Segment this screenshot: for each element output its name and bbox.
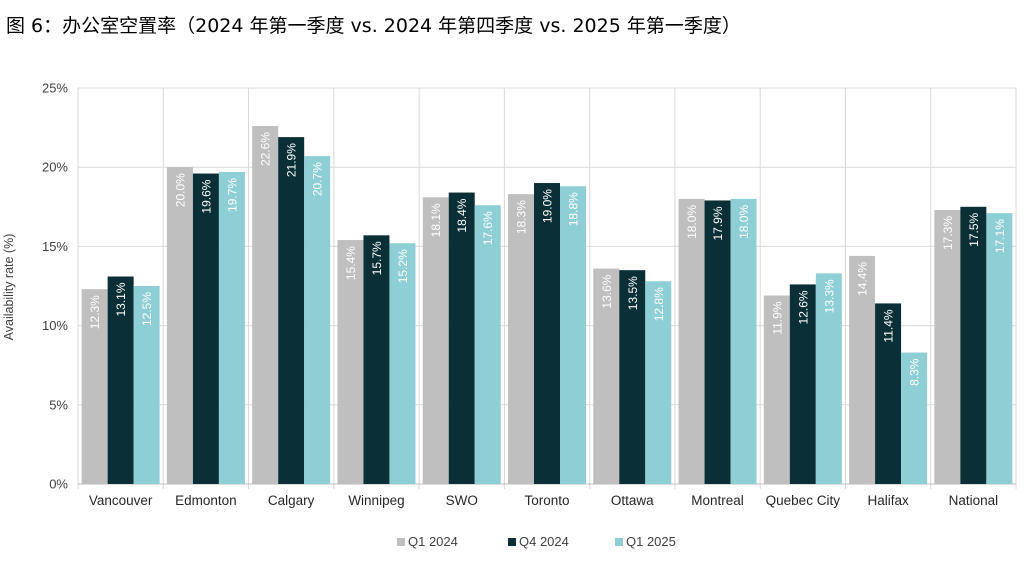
bar-swo-q1-2025 xyxy=(474,205,501,484)
bar-toronto-q1-2024 xyxy=(508,194,534,485)
y-tick-label: 15% xyxy=(42,239,68,254)
data-label: 12.5% xyxy=(140,292,154,326)
bar-winnipeg-q1-2025 xyxy=(389,243,416,484)
legend: Q1 2024 Q4 2024 Q1 2025 xyxy=(397,534,676,549)
x-tick-label: Vancouver xyxy=(89,493,153,508)
y-tick-label: 20% xyxy=(42,160,68,175)
x-tick-label: Montreal xyxy=(691,493,744,508)
bar-winnipeg-q4-2024 xyxy=(363,235,390,484)
data-label: 20.0% xyxy=(173,173,187,207)
data-label: 12.8% xyxy=(652,287,666,321)
bar-vancouver-q1-2024 xyxy=(81,289,108,484)
bar-montreal-q1-2024 xyxy=(678,198,705,484)
bar-winnipeg-q1-2024 xyxy=(337,240,364,484)
bar-toronto-q1-2025 xyxy=(560,186,586,484)
bar-ottawa-q1-2025 xyxy=(645,281,672,484)
bar-halifax-q1-2024 xyxy=(849,255,876,484)
data-label: 22.6% xyxy=(259,132,273,166)
data-label: 19.7% xyxy=(225,178,239,212)
bar-halifax-q4-2024 xyxy=(875,303,902,484)
x-tick-label: SWO xyxy=(446,493,478,508)
data-label: 18.0% xyxy=(737,205,751,239)
data-label: 15.2% xyxy=(396,249,410,283)
bar-edmonton-q4-2024 xyxy=(192,173,219,484)
bar-montreal-q1-2025 xyxy=(730,198,757,484)
data-label: 18.8% xyxy=(567,192,581,226)
legend-label: Q1 2025 xyxy=(626,534,676,549)
y-tick-label: 0% xyxy=(49,477,68,492)
y-tick-label: 25% xyxy=(42,81,68,96)
data-label: 8.3% xyxy=(908,358,922,386)
bar-calgary-q1-2024 xyxy=(252,126,279,485)
legend-label: Q4 2024 xyxy=(519,534,569,549)
x-tick-label: Winnipeg xyxy=(348,493,404,508)
bar-national-q1-2024 xyxy=(934,209,961,484)
bar-vancouver-q1-2025 xyxy=(133,286,160,484)
category-labels: Vancouver Edmonton Calgary Winnipeg SWO Toron… xyxy=(89,493,998,508)
legend-swatch xyxy=(397,538,405,546)
bar-quebec-city-q4-2024 xyxy=(789,284,816,484)
data-label: 21.9% xyxy=(285,143,299,177)
data-label: 17.1% xyxy=(993,219,1007,253)
data-label: 15.7% xyxy=(370,241,384,275)
chart-title: 图 6：办公室空置率（2024 年第一季度 vs. 2024 年第四季度 vs.… xyxy=(6,15,741,37)
y-axis-title: Availability rate (%) xyxy=(2,234,16,341)
y-tick-label: 5% xyxy=(49,397,68,412)
bar-ottawa-q1-2024 xyxy=(593,268,620,484)
bar-national-q4-2024 xyxy=(960,206,987,485)
bar-vancouver-q4-2024 xyxy=(107,276,134,484)
bar-swo-q4-2024 xyxy=(448,192,475,484)
x-tick-label: Quebec City xyxy=(766,493,841,508)
data-label: 11.9% xyxy=(770,301,784,334)
bar-calgary-q4-2024 xyxy=(278,137,305,484)
data-label: 13.3% xyxy=(822,279,836,313)
bar-quebec-city-q1-2024 xyxy=(763,295,790,484)
bars xyxy=(81,126,1013,485)
data-label: 12.6% xyxy=(796,290,810,324)
x-tick-label: National xyxy=(949,493,999,508)
bar-swo-q1-2024 xyxy=(422,197,449,484)
bar-ottawa-q4-2024 xyxy=(619,270,646,484)
data-label: 17.3% xyxy=(941,216,955,250)
data-label: 18.4% xyxy=(455,198,469,232)
data-label: 18.1% xyxy=(429,203,443,237)
bar-halifax-q1-2025 xyxy=(901,352,928,484)
data-label: 13.1% xyxy=(114,282,128,316)
bar-quebec-city-q1-2025 xyxy=(815,273,842,484)
data-label: 13.5% xyxy=(626,276,640,310)
y-tick-label: 10% xyxy=(42,318,68,333)
x-tick-label: Toronto xyxy=(524,493,569,508)
legend-label: Q1 2024 xyxy=(408,534,458,549)
data-label: 12.3% xyxy=(88,295,102,329)
data-label: 15.4% xyxy=(344,246,358,280)
x-tick-label: Ottawa xyxy=(611,493,654,508)
x-tick-label: Edmonton xyxy=(175,493,237,508)
bar-toronto-q4-2024 xyxy=(534,183,560,485)
bar-edmonton-q1-2024 xyxy=(166,167,193,484)
data-label: 19.6% xyxy=(199,179,213,213)
bar-montreal-q4-2024 xyxy=(704,200,731,485)
data-label: 20.7% xyxy=(311,162,325,196)
data-label: 13.6% xyxy=(600,274,614,308)
bar-edmonton-q1-2025 xyxy=(218,171,245,484)
data-label: 11.4% xyxy=(882,309,896,342)
data-label: 18.0% xyxy=(685,205,699,239)
x-tick-label: Halifax xyxy=(867,493,909,508)
data-label: 17.9% xyxy=(711,206,725,240)
data-label: 17.5% xyxy=(967,212,981,246)
data-label: 19.0% xyxy=(541,189,555,223)
data-label: 18.3% xyxy=(515,200,529,234)
bar-calgary-q1-2025 xyxy=(304,156,331,484)
data-label: 14.4% xyxy=(856,262,870,296)
data-labels: 12.3% 13.1% 12.5% 20.0% 19.6% 19.7% 22.6% 21.9%… xyxy=(88,132,1007,386)
legend-swatch xyxy=(615,538,623,546)
legend-swatch xyxy=(508,538,516,546)
x-tick-label: Calgary xyxy=(268,493,315,508)
bar-national-q1-2025 xyxy=(986,213,1013,485)
data-label: 17.6% xyxy=(481,211,495,245)
